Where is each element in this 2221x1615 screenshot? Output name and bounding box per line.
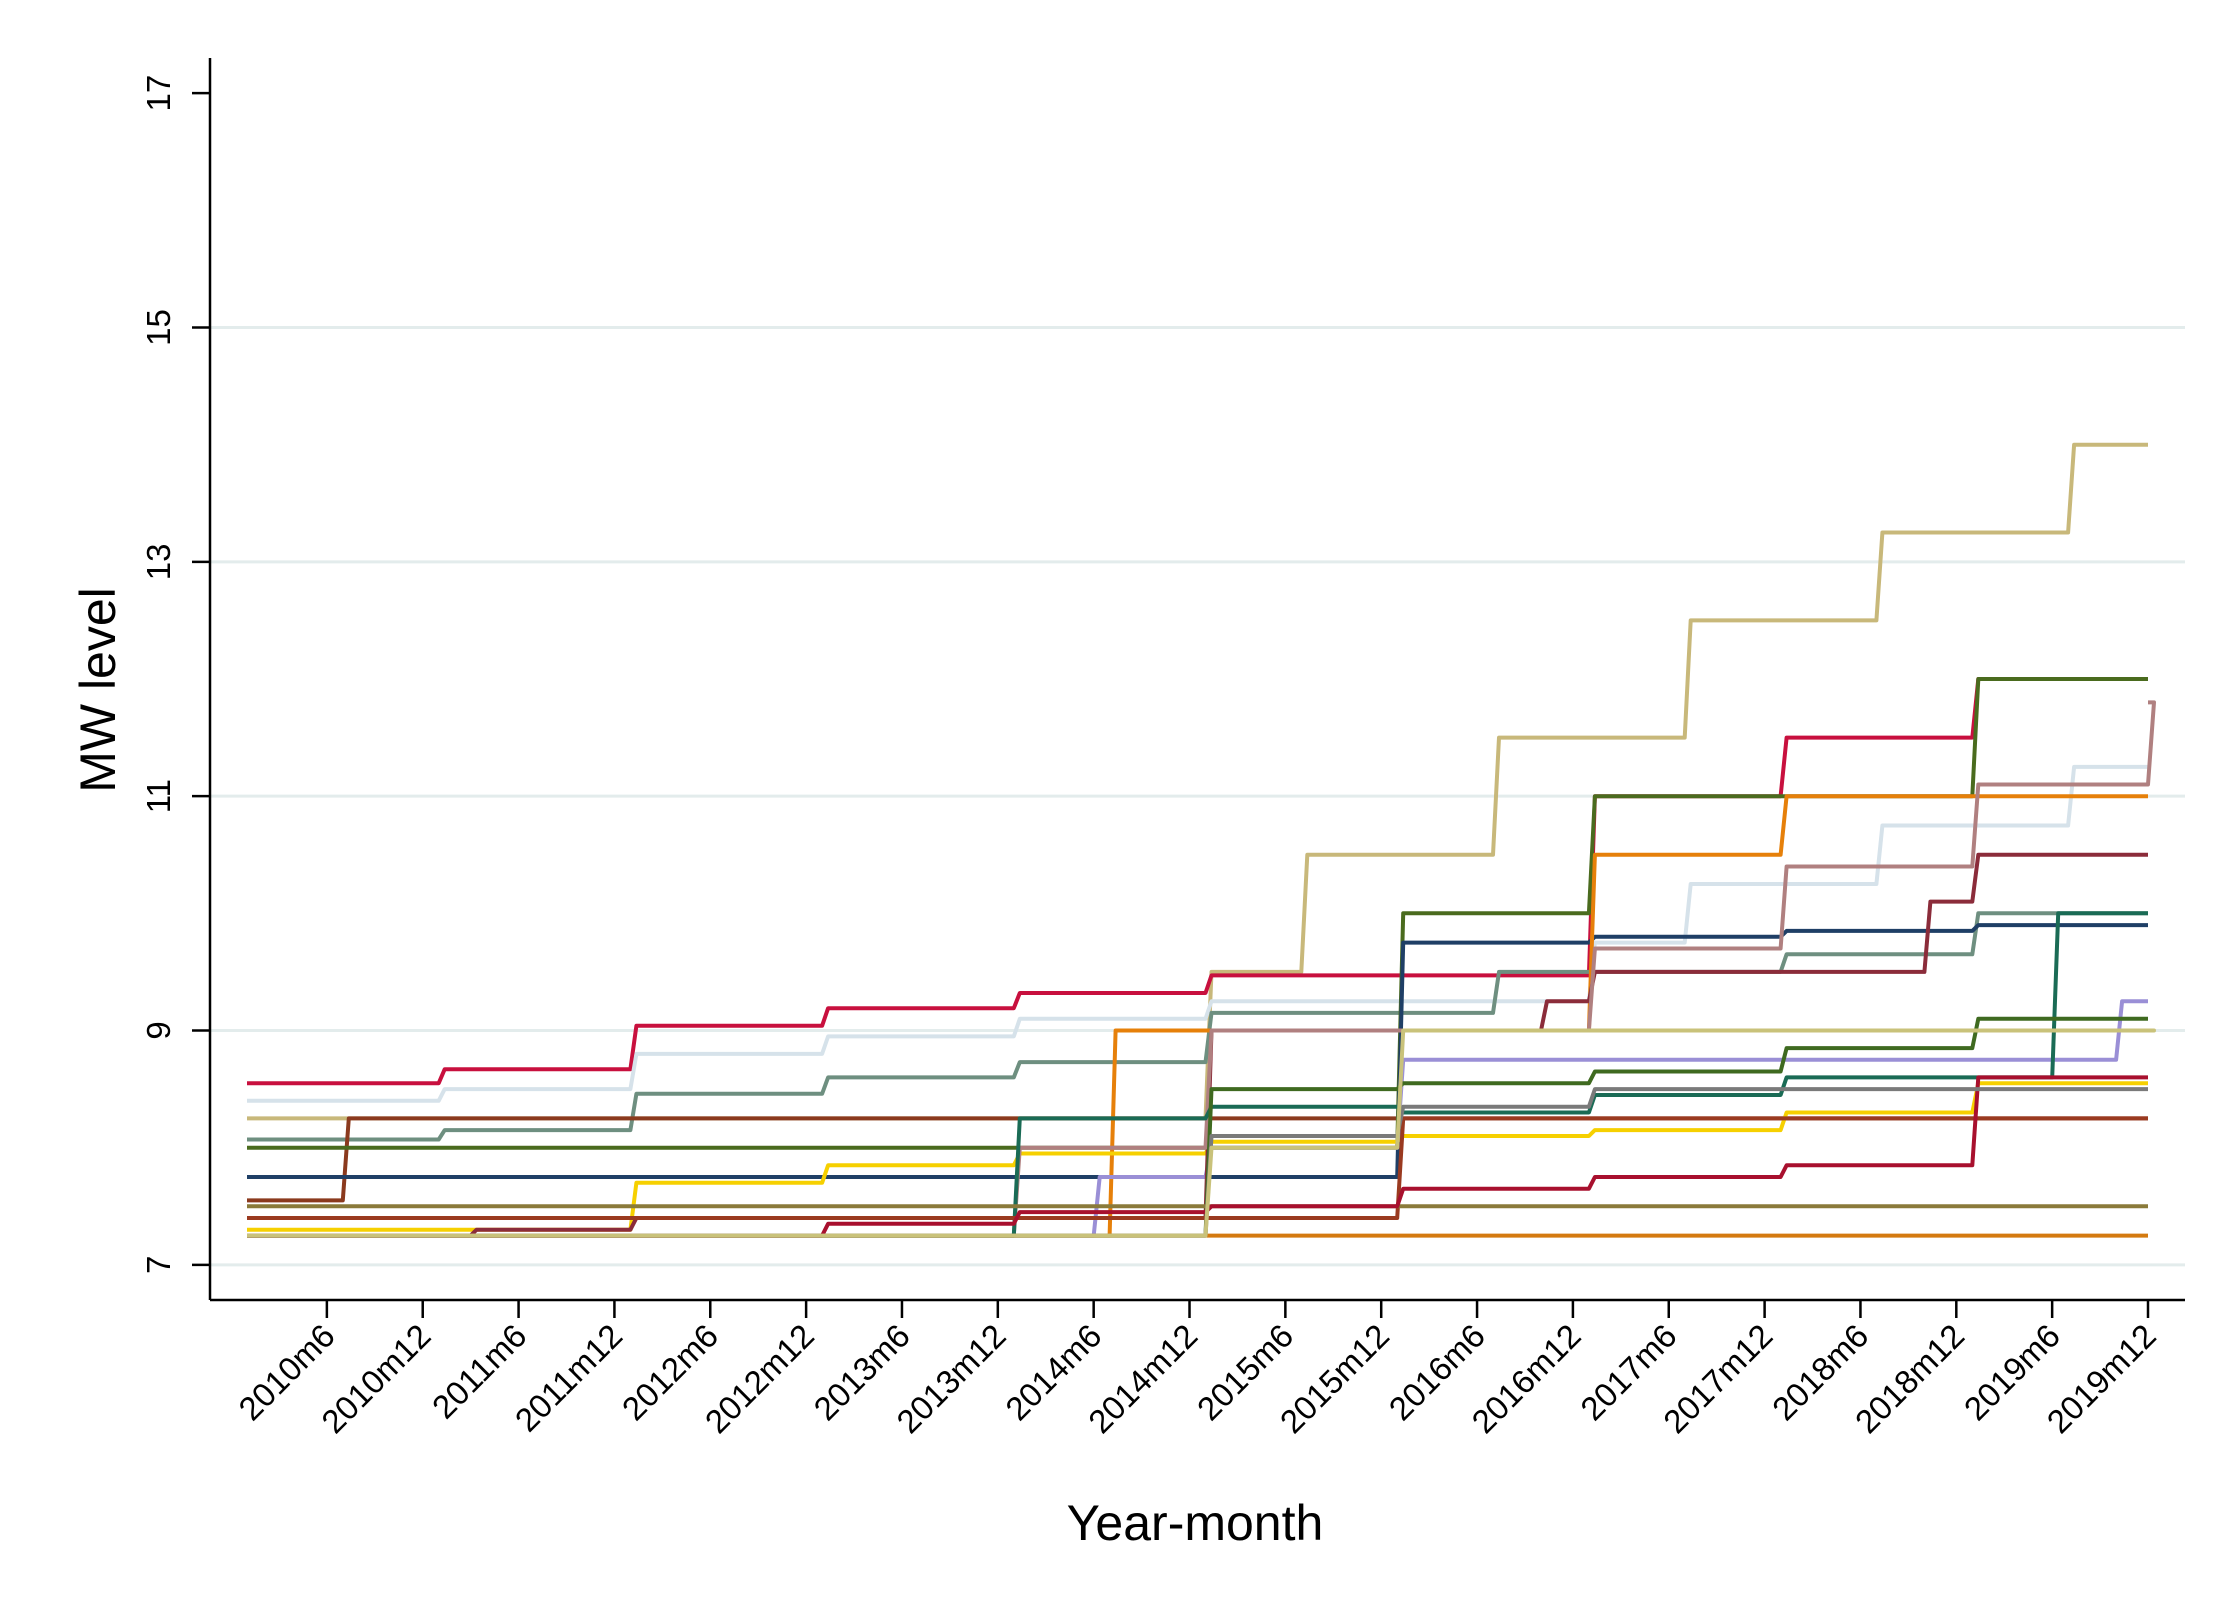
series-line — [247, 442, 2148, 1121]
series-line — [247, 700, 2156, 1238]
y-tick-label: 7 — [140, 1256, 177, 1274]
y-axis-title: MW level — [70, 587, 126, 793]
axes — [208, 58, 2185, 1302]
y-tick-label: 17 — [140, 75, 177, 112]
series-line — [247, 1116, 2148, 1203]
y-tick-labels: 7 9 11 13 15 17 — [140, 75, 210, 1274]
series-line — [247, 1016, 2148, 1238]
x-tick-label: 2011m12 — [508, 1317, 630, 1439]
y-tick-label: 11 — [140, 779, 177, 813]
x-tick-labels: 2010m62010m122011m62011m122012m62012m122… — [231, 1300, 2163, 1440]
y-tick-label: 15 — [140, 309, 177, 346]
series-line — [247, 1075, 2148, 1238]
series-line — [247, 764, 2148, 1103]
series-line — [247, 923, 2148, 1179]
series-line — [247, 1116, 2148, 1220]
series-line — [247, 911, 2148, 1238]
series-line — [247, 852, 2148, 1238]
series-line — [247, 1028, 2156, 1238]
y-tick-label: 13 — [140, 543, 177, 580]
series-line — [247, 911, 2148, 1142]
series-line — [247, 677, 2148, 1086]
x-axis-title: Year-month — [1067, 1495, 1324, 1551]
y-tick-label: 9 — [140, 1021, 177, 1039]
series-line — [247, 794, 2148, 1238]
series-layer — [247, 442, 2156, 1238]
